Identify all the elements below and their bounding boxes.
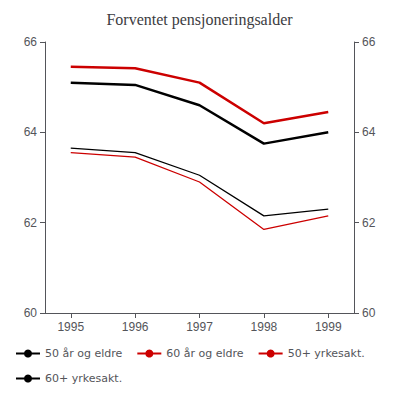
svg-text:1997: 1997	[186, 320, 213, 334]
svg-text:60: 60	[362, 306, 376, 320]
svg-text:62: 62	[362, 216, 376, 230]
svg-text:1999: 1999	[315, 320, 342, 334]
svg-text:60: 60	[24, 306, 38, 320]
svg-text:66: 66	[362, 35, 376, 49]
svg-text:1996: 1996	[122, 320, 149, 334]
svg-text:60+ yrkesakt.: 60+ yrkesakt.	[45, 372, 122, 385]
svg-text:50 år og eldre: 50 år og eldre	[45, 347, 123, 360]
svg-text:Forventet pensjoneringsalder: Forventet pensjoneringsalder	[106, 11, 293, 29]
svg-text:50+ yrkesakt.: 50+ yrkesakt.	[288, 347, 365, 360]
svg-text:64: 64	[24, 125, 38, 139]
svg-text:60 år og eldre: 60 år og eldre	[166, 347, 244, 360]
svg-text:1995: 1995	[57, 320, 84, 334]
svg-text:66: 66	[24, 35, 38, 49]
svg-text:1998: 1998	[251, 320, 278, 334]
svg-text:62: 62	[24, 216, 38, 230]
svg-text:64: 64	[362, 125, 376, 139]
